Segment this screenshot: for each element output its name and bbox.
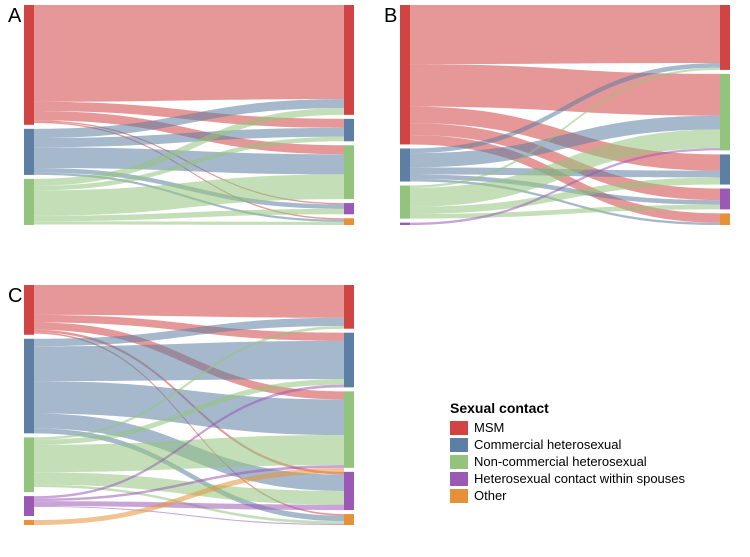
legend-item-msm: MSM <box>450 420 685 435</box>
left-node-spouse <box>24 496 34 516</box>
legend-label-other: Other <box>474 488 507 503</box>
right-node-noncom <box>344 391 354 467</box>
legend-label-spouse: Heterosexual contact within spouses <box>474 471 685 486</box>
panel-c-label: C <box>8 285 22 308</box>
panel-c: C <box>8 285 368 535</box>
flow-msm-to-msm <box>34 285 344 318</box>
sankey-b <box>400 5 730 225</box>
left-node-noncom <box>24 179 34 225</box>
legend-title: Sexual contact <box>450 400 685 416</box>
legend-swatch-msm <box>450 421 468 435</box>
right-node-spouse <box>344 472 354 510</box>
right-node-msm <box>720 5 730 70</box>
legend-swatch-comm <box>450 438 468 452</box>
left-node-msm <box>24 285 34 335</box>
flow-noncom-to-other <box>34 221 344 225</box>
figure-page: A B C Sexual contact MSM Commercial heter… <box>0 0 750 557</box>
panel-b: B <box>384 5 744 235</box>
right-node-comm <box>344 333 354 388</box>
right-node-spouse <box>720 189 730 210</box>
left-node-other <box>24 520 34 525</box>
legend-item-spouse: Heterosexual contact within spouses <box>450 471 685 486</box>
right-node-msm <box>344 285 354 329</box>
legend-label-noncom: Non-commercial heterosexual <box>474 454 647 469</box>
right-node-other <box>344 514 354 525</box>
legend-item-comm: Commercial heterosexual <box>450 437 685 452</box>
right-node-comm <box>720 154 730 184</box>
left-node-spouse <box>400 223 410 225</box>
left-node-comm <box>400 148 410 181</box>
legend-swatch-other <box>450 489 468 503</box>
right-node-other <box>720 213 730 225</box>
right-node-msm <box>344 5 354 115</box>
flow-msm-to-msm <box>410 5 720 64</box>
right-node-noncom <box>344 145 354 199</box>
panel-a: A <box>8 5 368 235</box>
legend-label-comm: Commercial heterosexual <box>474 437 621 452</box>
left-node-comm <box>24 129 34 175</box>
left-node-msm <box>24 5 34 125</box>
legend-swatch-spouse <box>450 472 468 486</box>
legend-item-other: Other <box>450 488 685 503</box>
right-node-other <box>344 218 354 225</box>
left-node-msm <box>400 5 410 144</box>
legend-item-noncom: Non-commercial heterosexual <box>450 454 685 469</box>
flow-msm-to-msm <box>34 5 344 102</box>
sankey-c <box>24 285 354 525</box>
left-node-noncom <box>400 186 410 219</box>
legend-label-msm: MSM <box>474 420 504 435</box>
sankey-a <box>24 5 354 225</box>
right-node-spouse <box>344 203 354 214</box>
legend-items: MSM Commercial heterosexual Non-commercial… <box>450 420 685 503</box>
right-node-noncom <box>720 74 730 151</box>
flow-comm-to-comm <box>34 341 344 381</box>
panel-a-label: A <box>8 5 21 28</box>
panel-b-label: B <box>384 5 397 28</box>
legend: Sexual contact MSM Commercial heterosexua… <box>450 400 685 503</box>
right-node-comm <box>344 119 354 141</box>
left-node-comm <box>24 339 34 434</box>
left-node-noncom <box>24 437 34 492</box>
legend-swatch-noncom <box>450 455 468 469</box>
